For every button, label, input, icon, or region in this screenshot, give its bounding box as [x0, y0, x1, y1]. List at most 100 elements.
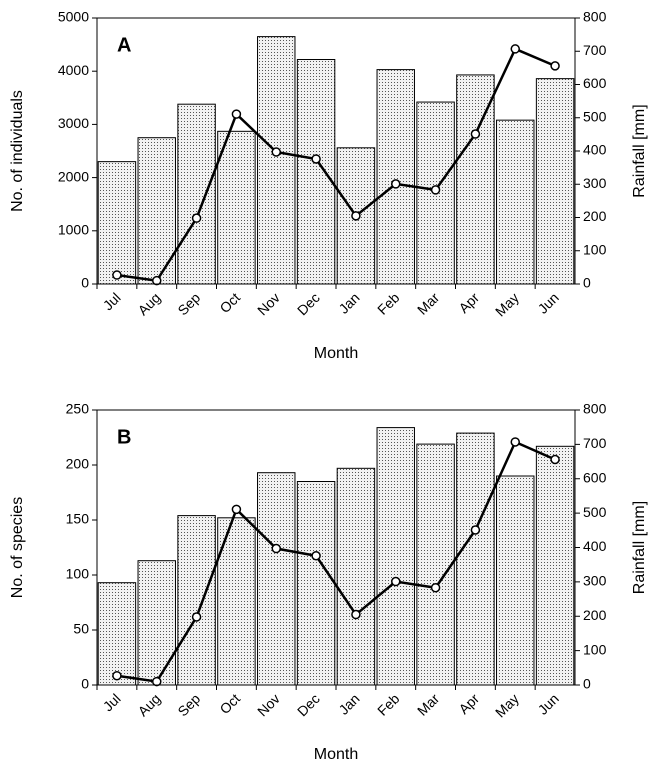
y2-tick-label: 200 [583, 208, 607, 224]
y2-tick-label: 300 [583, 573, 607, 589]
bar [416, 443, 455, 686]
bar [535, 445, 575, 686]
rainfall-point [271, 147, 281, 157]
y-axis-title: No. of individuals [9, 90, 26, 212]
y2-axis-title: Rainfall [mm] [631, 501, 648, 594]
rainfall-point [351, 609, 361, 620]
bar [376, 427, 415, 686]
y2-tick-label: 100 [583, 641, 607, 657]
rainfall-point [470, 525, 481, 535]
bar [257, 36, 296, 285]
bar [296, 481, 336, 686]
x-tick-label: Jun [535, 289, 562, 316]
rainfall-line [116, 47, 556, 283]
y2-tick-label: 700 [583, 435, 607, 451]
x-tick-label: Apr [455, 289, 482, 316]
x-tick-label: May [492, 289, 522, 319]
y2-axis-title: Rainfall [mm] [631, 104, 648, 197]
y-tick-label: 1000 [58, 222, 89, 238]
x-tick-label: Feb [374, 690, 403, 719]
rainfall-point [112, 270, 122, 280]
y-tick-label: 4000 [58, 62, 89, 78]
rainfall-point [152, 676, 162, 687]
bar [177, 515, 216, 686]
y2-tick-label: 0 [583, 676, 591, 692]
y2-tick-label: 500 [583, 108, 607, 124]
x-tick-label: Jul [100, 690, 124, 714]
rainfall-point [311, 154, 321, 164]
rainfall-line [116, 440, 556, 683]
rainfall-point [510, 437, 520, 447]
y2-tick-label: 600 [583, 469, 607, 485]
x-tick-label: Jan [335, 690, 362, 717]
bar [217, 130, 256, 285]
panel-label: B [117, 426, 131, 448]
x-tick-label: Oct [216, 289, 243, 316]
y-tick-label: 200 [66, 456, 90, 472]
y-tick-label: 5000 [58, 9, 89, 25]
rainfall-point [152, 275, 162, 286]
rainfall-point [430, 185, 441, 195]
bar [376, 69, 415, 285]
x-tick-label: Aug [135, 690, 164, 719]
y-tick-label: 150 [66, 511, 90, 527]
x-tick-label: Apr [455, 690, 482, 717]
rainfall-point [231, 504, 242, 515]
rainfall-point [271, 543, 281, 554]
rainfall-point [191, 612, 202, 622]
y-tick-label: 0 [81, 676, 89, 692]
rainfall-point [391, 576, 401, 587]
x-axis-title: Month [314, 746, 358, 760]
y-tick-label: 3000 [58, 115, 89, 131]
bar [97, 161, 137, 285]
x-tick-label: Sep [174, 690, 203, 719]
y2-tick-label: 500 [583, 504, 607, 520]
x-tick-label: Mar [414, 690, 443, 719]
y2-tick-label: 200 [583, 607, 607, 623]
x-tick-label: Aug [135, 289, 164, 318]
x-tick-label: May [492, 690, 522, 720]
bar [456, 432, 495, 686]
y2-tick-label: 300 [583, 175, 607, 191]
rainfall-point [510, 44, 520, 54]
y2-tick-label: 800 [583, 401, 607, 417]
y2-tick-label: 400 [583, 142, 607, 158]
x-tick-label: Feb [374, 289, 403, 318]
x-tick-label: Dec [294, 690, 323, 719]
y2-tick-label: 700 [583, 42, 607, 58]
rainfall-point [231, 109, 242, 119]
y2-tick-label: 100 [583, 241, 607, 257]
rainfall-point [430, 582, 441, 593]
y-tick-label: 2000 [58, 168, 89, 184]
bar [496, 475, 535, 686]
y2-tick-label: 800 [583, 9, 607, 25]
rainfall-point [191, 213, 202, 223]
rainfall-point [351, 211, 361, 221]
y2-tick-label: 0 [583, 275, 591, 291]
bar [257, 472, 296, 686]
x-tick-label: Nov [254, 690, 283, 719]
panel-label: A [117, 34, 131, 56]
bar [137, 560, 176, 686]
rainfall-point [550, 61, 560, 71]
x-axis-title: Month [314, 345, 358, 362]
y-axis-title: No. of species [9, 497, 26, 598]
x-tick-label: Mar [414, 289, 443, 318]
bar [296, 58, 336, 285]
y-tick-label: 250 [66, 401, 90, 417]
y-tick-label: 100 [66, 566, 90, 582]
rainfall-point [311, 551, 321, 561]
bar [496, 119, 535, 285]
rainfall-point [112, 670, 122, 681]
x-tick-label: Oct [216, 690, 243, 717]
bar [336, 467, 376, 686]
y2-tick-label: 400 [583, 538, 607, 554]
y-tick-label: 50 [73, 621, 89, 637]
x-tick-label: Jun [535, 690, 562, 717]
y-tick-label: 0 [81, 275, 89, 291]
x-tick-label: Sep [174, 289, 203, 318]
rainfall-point [470, 129, 481, 139]
rainfall-point [391, 179, 401, 189]
bar [535, 78, 575, 285]
bar [177, 103, 216, 285]
